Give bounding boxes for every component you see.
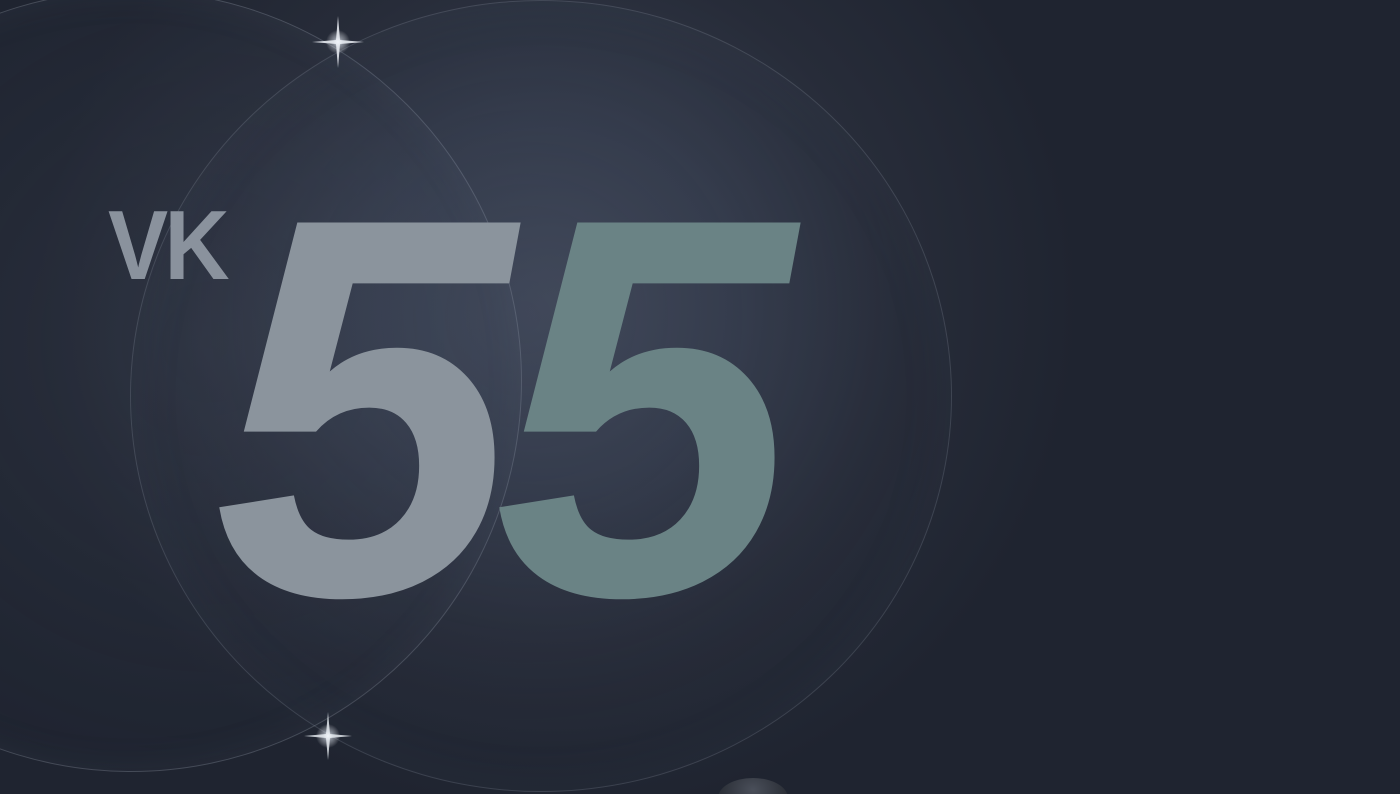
brand-prefix: VK bbox=[108, 190, 230, 300]
sparkle-icon bbox=[304, 712, 352, 760]
figure-head-silhouette bbox=[718, 778, 788, 794]
sparkle-icon bbox=[312, 16, 364, 68]
hero-digit-second: 5 bbox=[494, 106, 794, 709]
hero-digit-first: 5 bbox=[214, 106, 514, 709]
